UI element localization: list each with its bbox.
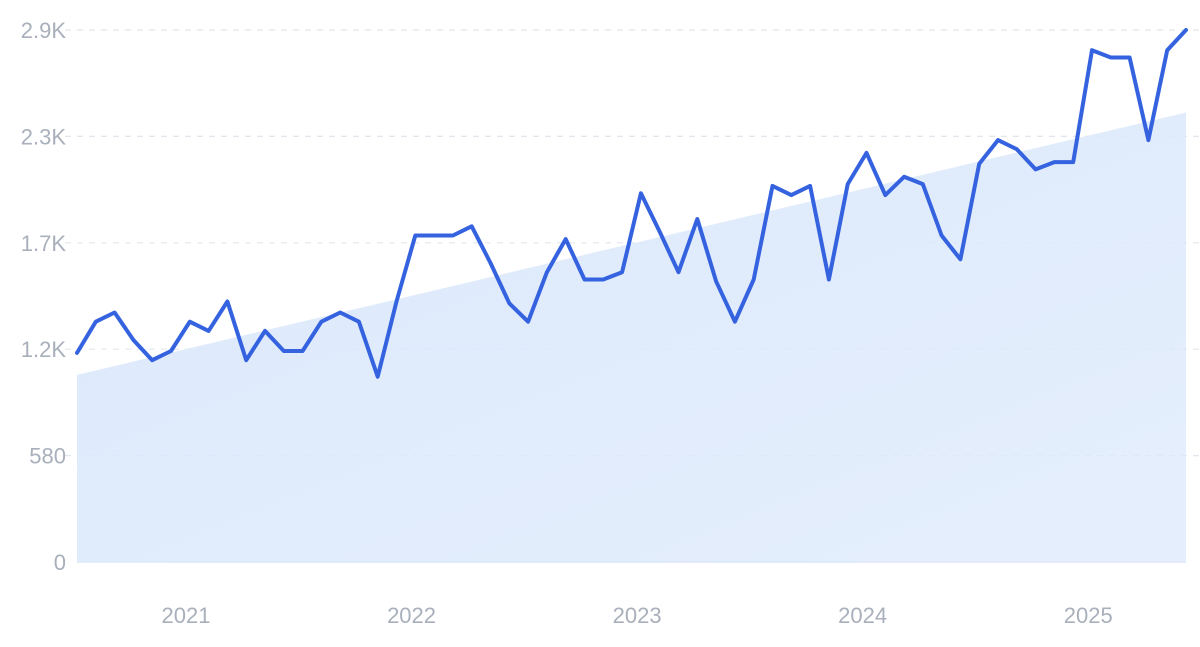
y-tick-label: 1.2K — [21, 337, 67, 362]
trend-area-fill — [77, 112, 1186, 562]
y-axis-ticks: 0 580 1.2K 1.7K 2.3K 2.9K — [21, 18, 67, 575]
x-tick-label: 2023 — [613, 603, 662, 628]
trend-area — [77, 112, 1186, 562]
x-tick-label: 2022 — [387, 603, 436, 628]
x-tick-label: 2025 — [1064, 603, 1113, 628]
x-axis-ticks: 2021 2022 2023 2024 2025 — [162, 603, 1113, 628]
y-tick-label: 0 — [54, 550, 66, 575]
series-line-0 — [75, 28, 1188, 379]
y-tick-label: 1.7K — [21, 231, 67, 256]
series-line-group — [75, 28, 1188, 379]
y-tick-label: 2.3K — [21, 124, 67, 149]
y-tick-label: 580 — [29, 444, 66, 469]
y-tick-label: 2.9K — [21, 18, 67, 43]
x-tick-label: 2024 — [838, 603, 887, 628]
x-tick-label: 2021 — [162, 603, 211, 628]
